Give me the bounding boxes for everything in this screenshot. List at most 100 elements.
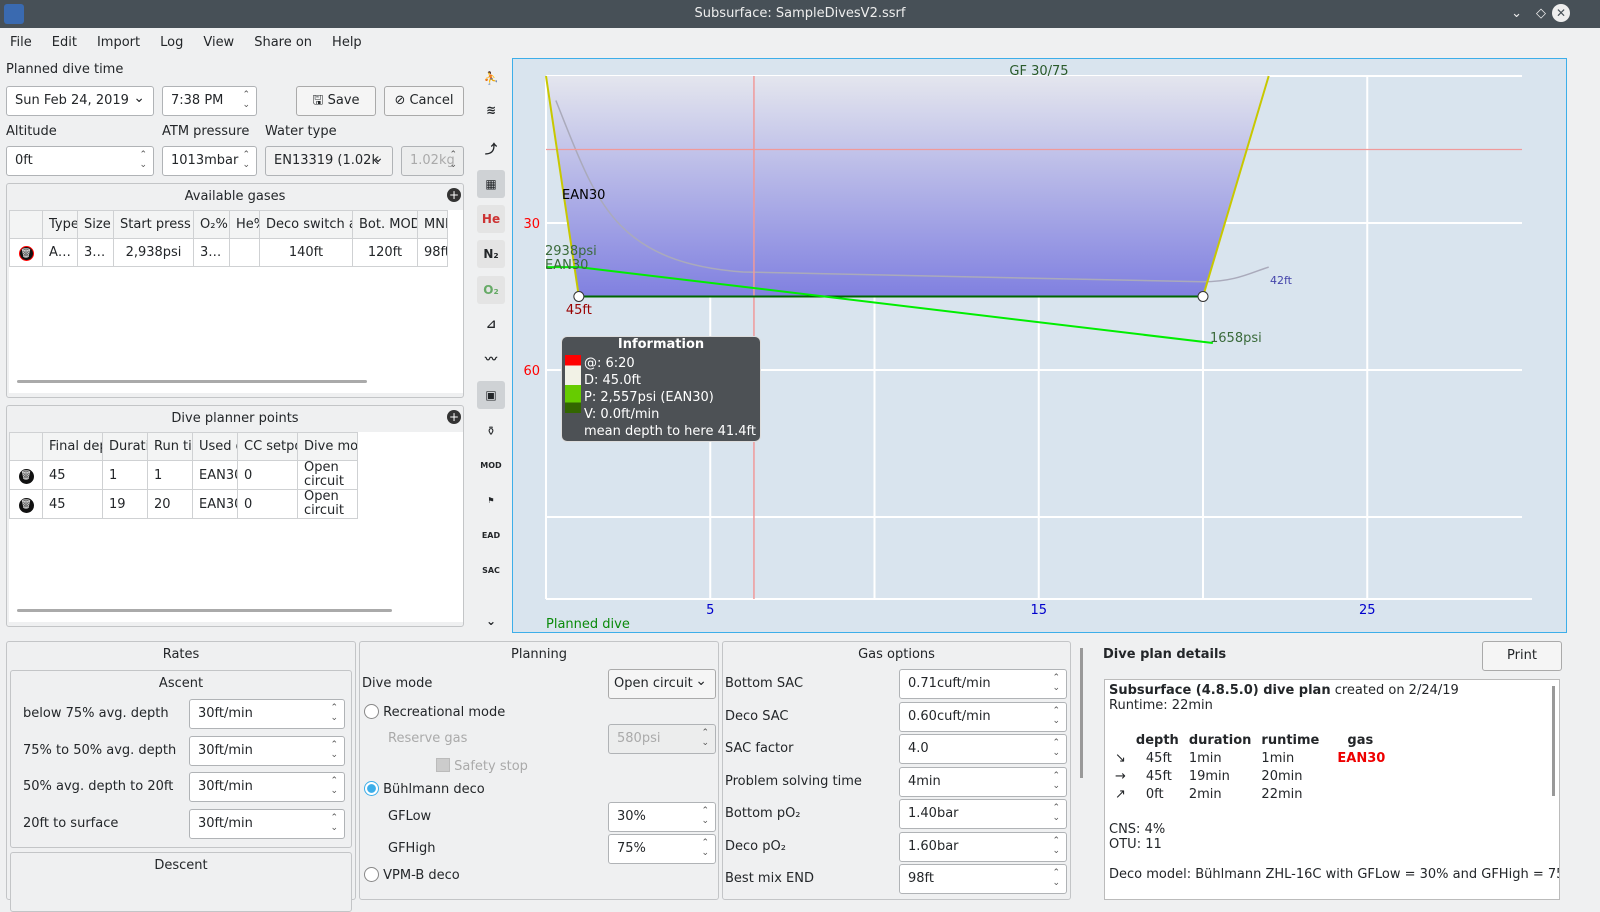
minimize-icon[interactable]: ⌄ (1511, 6, 1522, 21)
gas-option-spinbox[interactable]: 0.71cuft/min (899, 669, 1067, 699)
ascent-rate-spinbox[interactable]: 30ft/min (189, 808, 345, 839)
menu-share-on[interactable]: Share on (254, 35, 313, 50)
pictures-icon[interactable]: ▣ (477, 381, 505, 409)
column-header[interactable]: Type (42, 210, 78, 239)
water-density-spinbox[interactable]: 1.02kg (401, 146, 464, 176)
table-cell[interactable]: 2,938psi (113, 238, 194, 267)
calculated-ceiling-icon[interactable]: ▦ (477, 170, 505, 198)
table-cell[interactable] (229, 238, 260, 267)
table-cell[interactable]: EAN30 (192, 460, 238, 490)
menu-edit[interactable]: Edit (51, 35, 77, 50)
ceiling-icon[interactable]: ⤴ (484, 142, 497, 156)
column-header[interactable]: Run time (147, 432, 193, 461)
table-cell[interactable]: 0 (237, 489, 298, 519)
table-cell[interactable]: A… (42, 238, 78, 267)
column-header[interactable]: Dive mode (297, 432, 358, 461)
splitter-handle[interactable] (1080, 648, 1083, 778)
o2-icon[interactable]: O₂ (477, 276, 505, 304)
tissue-icon[interactable]: ≋ (485, 103, 497, 117)
column-header[interactable]: Final depth (42, 432, 103, 461)
sac-icon[interactable]: SAC (482, 566, 500, 575)
column-header[interactable]: Start press (113, 210, 194, 239)
table-cell[interactable]: 140ft (259, 238, 353, 267)
dive-profile-view[interactable]: GF 30/75 Planned dive EAN30 2938psi EAN30 165… (512, 58, 1567, 633)
delete-point-icon[interactable]: 🗑 (18, 468, 34, 484)
delete-point-icon[interactable]: 🗑 (9, 460, 43, 490)
add-gas-icon[interactable]: + (447, 188, 461, 202)
table-row[interactable]: 🗑 A… 3… 2,938psi 3… 140ft 120ft 98ft (9, 238, 448, 267)
table-cell[interactable]: 3… (193, 238, 230, 267)
vpm-b-deco-radio[interactable]: VPM-B deco (364, 867, 460, 883)
remove-gas-icon[interactable]: 🗑 (9, 238, 43, 267)
table-cell[interactable]: 1 (147, 460, 193, 490)
ascent-rate-spinbox[interactable]: 30ft/min (189, 735, 345, 766)
add-point-icon[interactable]: + (447, 410, 461, 424)
gas-option-spinbox[interactable]: 4min (899, 766, 1067, 797)
table-cell[interactable]: Open circuit (297, 489, 358, 519)
horizontal-scrollbar[interactable] (17, 609, 392, 612)
menu-file[interactable]: File (10, 35, 32, 50)
cancel-button[interactable]: ⊘ Cancel (384, 86, 464, 116)
menu-import[interactable]: Import (96, 35, 141, 50)
close-icon[interactable]: ✕ (1552, 4, 1570, 22)
menu-help[interactable]: Help (332, 35, 362, 50)
column-header[interactable]: CC setpoint (237, 432, 298, 461)
diver-icon[interactable]: ⛹ (483, 71, 499, 85)
column-header[interactable]: Used gas (192, 432, 238, 461)
chevron-down-icon[interactable]: ⌄ (485, 614, 497, 628)
delete-point-icon[interactable]: 🗑 (9, 489, 43, 519)
delete-point-icon[interactable]: 🗑 (18, 497, 34, 513)
column-header[interactable]: He% (229, 210, 260, 239)
mod-icon[interactable]: MOD (480, 461, 502, 470)
dive-mode-select[interactable]: Open circuit (608, 667, 716, 699)
table-cell[interactable]: 0 (237, 460, 298, 490)
time-spinbox[interactable]: 7:38 PM (162, 86, 257, 116)
npd-icon[interactable]: ⚑ (487, 496, 495, 505)
maximize-icon[interactable]: ◇ (1536, 6, 1546, 21)
vertical-scrollbar[interactable] (1552, 686, 1555, 796)
table-cell[interactable]: 20 (147, 489, 193, 519)
ascent-rate-spinbox[interactable]: 30ft/min (189, 772, 345, 802)
table-cell[interactable]: EAN30 (192, 489, 238, 519)
table-cell[interactable]: 98ft (417, 238, 448, 267)
date-picker[interactable]: Sun Feb 24, 2019 (6, 84, 154, 116)
table-cell[interactable]: 120ft (352, 238, 418, 267)
safety-stop-checkbox[interactable]: Safety stop (436, 758, 528, 774)
table-cell[interactable]: 45 (42, 460, 103, 490)
column-header[interactable]: Deco switch at (259, 210, 353, 239)
table-row[interactable]: 🗑4511EAN300Open circuit (9, 460, 358, 490)
recreational-mode-radio[interactable]: Recreational mode (364, 704, 505, 720)
column-header[interactable]: Duration (102, 432, 148, 461)
water-type-select[interactable]: EN13319 (1.02k (265, 146, 393, 176)
gas-option-spinbox[interactable]: 1.60bar (899, 831, 1067, 862)
gas-option-spinbox[interactable]: 0.60cuft/min (899, 701, 1067, 732)
menu-log[interactable]: Log (160, 35, 184, 50)
atm-pressure-spinbox[interactable]: 1013mbar (162, 146, 257, 176)
he-icon[interactable]: He (477, 205, 505, 233)
table-cell[interactable]: 3… (77, 238, 114, 267)
column-header[interactable]: O₂% (193, 210, 230, 239)
menu-view[interactable]: View (203, 35, 235, 50)
altitude-spinbox[interactable]: 0ft (6, 146, 154, 176)
column-header[interactable]: Bot. MOD (352, 210, 418, 239)
tank-icon[interactable]: ⚱ (485, 424, 497, 438)
buhlmann-deco-radio[interactable]: Bühlmann deco (364, 781, 485, 797)
ascent-rate-spinbox[interactable]: 30ft/min (189, 699, 345, 729)
gas-option-spinbox[interactable]: 1.40bar (899, 799, 1067, 829)
table-cell[interactable]: 1 (102, 460, 148, 490)
n2-icon[interactable]: N₂ (477, 240, 505, 268)
column-header[interactable]: Size (77, 210, 114, 239)
gflow-spinbox[interactable]: 30% (608, 802, 716, 832)
table-cell[interactable]: 19 (102, 489, 148, 519)
table-row[interactable]: 🗑 451920EAN300Open circuit (9, 489, 358, 519)
horizontal-scrollbar[interactable] (17, 380, 367, 383)
column-header[interactable]: MND (417, 210, 448, 239)
gas-option-spinbox[interactable]: 4.0 (899, 734, 1067, 764)
table-cell[interactable]: 45 (42, 489, 103, 519)
save-button[interactable]: 🖫 Save (296, 86, 376, 116)
scale-icon[interactable]: 〰 (484, 352, 497, 366)
gfhigh-spinbox[interactable]: 75% (608, 834, 716, 864)
ead-icon[interactable]: EAD (481, 531, 501, 540)
remove-gas-icon[interactable]: 🗑 (18, 245, 34, 261)
print-button[interactable]: Print (1482, 641, 1562, 671)
